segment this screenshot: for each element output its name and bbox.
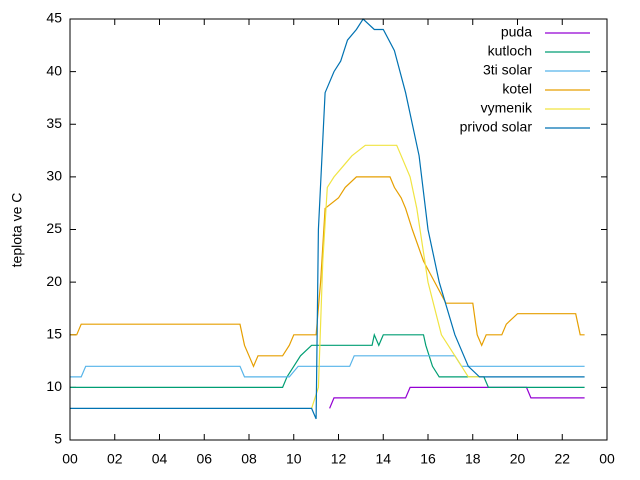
series-line — [70, 18, 585, 420]
x-tick-label: 08 — [241, 451, 257, 467]
x-tick-label: 10 — [286, 451, 302, 467]
y-tick-label: 25 — [46, 220, 62, 236]
x-tick-label: 20 — [510, 451, 526, 467]
x-tick-label: 16 — [420, 451, 436, 467]
x-tick-label: 04 — [152, 451, 168, 467]
y-axis-label: teplota ve C — [9, 193, 25, 268]
y-tick-label: 15 — [46, 325, 62, 341]
x-tick-label: 00 — [599, 451, 615, 467]
y-tick-label: 40 — [46, 62, 62, 78]
x-tick-label: 06 — [196, 451, 212, 467]
legend-label: vymenik — [481, 100, 533, 116]
y-tick-label: 30 — [46, 168, 62, 184]
x-tick-label: 12 — [331, 451, 347, 467]
legend-label: puda — [501, 24, 532, 40]
x-tick-label: 00 — [62, 451, 78, 467]
y-tick-label: 5 — [54, 431, 62, 447]
x-tick-label: 02 — [107, 451, 123, 467]
series-line — [70, 332, 585, 388]
y-tick-label: 10 — [46, 378, 62, 394]
legend-label: privod solar — [460, 119, 533, 135]
series-line — [311, 144, 484, 409]
legend-label: 3ti solar — [483, 62, 532, 78]
y-tick-label: 20 — [46, 273, 62, 289]
series-line — [70, 355, 585, 378]
x-tick-label: 22 — [554, 451, 570, 467]
y-tick-label: 45 — [46, 10, 62, 26]
x-tick-label: 18 — [465, 451, 481, 467]
x-tick-label: 14 — [375, 451, 391, 467]
y-tick-label: 35 — [46, 115, 62, 131]
legend-label: kotel — [502, 81, 532, 97]
plot-frame — [69, 18, 608, 441]
series-line — [70, 176, 585, 368]
series-line — [329, 386, 585, 409]
legend-label: kutloch — [488, 43, 532, 59]
